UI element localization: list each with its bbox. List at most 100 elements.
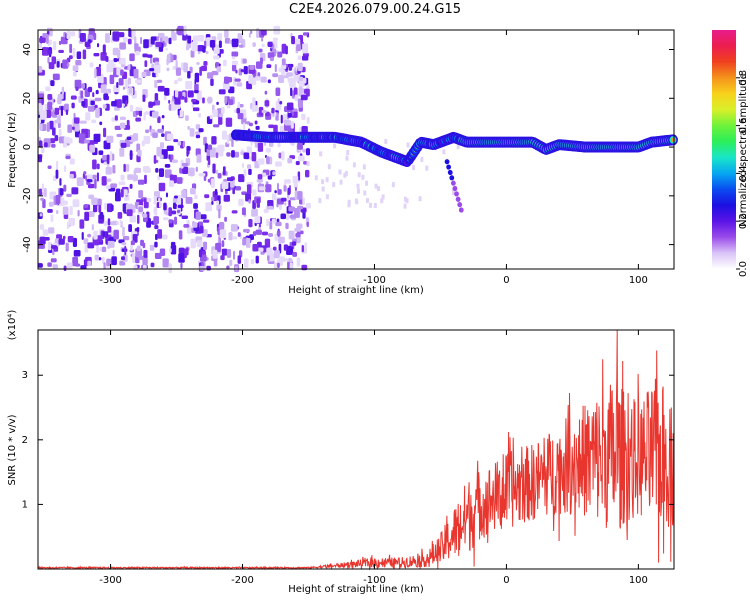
heatmap-cell bbox=[171, 29, 175, 40]
heatmap-cell bbox=[226, 134, 230, 145]
heatmap-cell bbox=[104, 232, 108, 239]
heatmap-cell bbox=[191, 98, 197, 103]
heatmap-cell bbox=[231, 38, 239, 48]
heatmap-cell bbox=[298, 76, 304, 81]
heatmap-cell bbox=[75, 60, 82, 66]
heatmap-cell bbox=[234, 78, 241, 82]
heatmap-cell bbox=[136, 226, 140, 233]
heatmap-cell bbox=[71, 187, 79, 195]
heatmap-cell bbox=[177, 25, 184, 36]
heatmap-cell bbox=[73, 249, 81, 257]
heatmap-cell bbox=[50, 214, 54, 223]
heatmap-cell bbox=[91, 197, 98, 205]
heatmap-cell bbox=[321, 179, 325, 185]
heatmap-cell bbox=[169, 248, 172, 253]
heatmap-cell bbox=[298, 155, 305, 162]
heatmap-cell bbox=[101, 256, 105, 264]
heatmap-cell bbox=[274, 63, 277, 73]
heatmap-cell bbox=[277, 51, 283, 58]
heatmap-cell bbox=[204, 194, 210, 199]
heatmap-cell bbox=[211, 200, 214, 205]
heatmap-cell bbox=[122, 37, 128, 43]
heatmap-cell bbox=[116, 221, 119, 226]
heatmap-cell bbox=[298, 86, 303, 97]
heatmap-cell bbox=[406, 142, 410, 148]
heatmap-cell bbox=[186, 146, 191, 151]
heatmap-cell bbox=[381, 194, 385, 200]
heatmap-cell bbox=[224, 37, 230, 44]
snr-frame bbox=[37, 329, 675, 570]
heatmap-cell bbox=[243, 122, 246, 132]
heatmap-cell bbox=[84, 244, 89, 253]
heatmap-cell bbox=[46, 30, 50, 35]
heatmap-cell bbox=[125, 100, 128, 107]
heatmap-cell bbox=[269, 220, 273, 230]
heatmap-cell bbox=[177, 204, 184, 209]
heatmap-cell bbox=[146, 54, 153, 58]
colorbar-tick-label: 0.4 bbox=[738, 165, 749, 181]
heatmap-cell bbox=[137, 214, 140, 224]
heatmap-cell bbox=[194, 194, 198, 200]
heatmap-cell bbox=[261, 43, 265, 48]
heatmap-cell bbox=[216, 200, 220, 206]
heatmap-cell bbox=[160, 142, 165, 149]
heatmap-cell bbox=[93, 53, 100, 57]
heatmap-cell bbox=[71, 126, 75, 130]
heatmap-cell bbox=[198, 173, 206, 177]
heatmap-cell bbox=[84, 203, 89, 208]
heatmap-cell bbox=[241, 162, 245, 168]
heatmap-cell bbox=[238, 174, 245, 183]
heatmap-cell bbox=[365, 197, 369, 203]
heatmap-cell bbox=[38, 140, 43, 148]
heatmap-cell bbox=[356, 183, 360, 189]
heatmap-cell bbox=[246, 164, 252, 169]
heatmap-cell bbox=[254, 215, 261, 224]
heatmap-cell bbox=[135, 107, 143, 111]
heatmap-cell bbox=[223, 179, 228, 183]
heatmap-cell bbox=[297, 171, 301, 181]
heatmap-cell bbox=[184, 115, 189, 121]
heatmap-cell bbox=[287, 187, 291, 196]
heatmap-cell bbox=[65, 109, 69, 115]
heatmap-cell bbox=[194, 90, 199, 94]
heatmap-cell bbox=[214, 188, 218, 196]
heatmap-cell bbox=[119, 260, 124, 266]
heatmap-cell bbox=[81, 232, 84, 240]
heatmap-cell bbox=[138, 206, 143, 213]
heatmap-cell bbox=[49, 138, 56, 144]
heatmap-cell bbox=[281, 43, 287, 54]
heatmap-cell bbox=[156, 146, 162, 157]
heatmap-cell bbox=[363, 190, 367, 196]
heatmap-cell bbox=[231, 138, 234, 147]
heatmap-cell bbox=[285, 72, 293, 77]
heatmap-cell bbox=[52, 73, 60, 81]
heatmap-cell bbox=[76, 51, 82, 60]
heatmap-cell bbox=[224, 216, 227, 222]
heatmap-cell bbox=[292, 175, 299, 184]
heatmap-cell bbox=[273, 37, 279, 41]
heatmap-cell bbox=[158, 168, 165, 177]
heatmap-cell bbox=[140, 37, 143, 45]
heatmap-cell bbox=[136, 245, 141, 252]
heatmap-cell bbox=[212, 249, 218, 259]
heatmap-cell bbox=[251, 105, 258, 112]
heatmap-cell bbox=[187, 126, 191, 130]
heatmap-cell bbox=[195, 131, 201, 135]
heatmap-cell bbox=[209, 114, 213, 120]
heatmap-cell bbox=[119, 219, 122, 226]
heatmap-cell bbox=[202, 45, 206, 53]
heatmap-cell bbox=[217, 144, 225, 152]
heatmap-cell bbox=[96, 198, 102, 206]
heatmap-cell bbox=[90, 100, 95, 106]
heatmap-cell bbox=[212, 109, 218, 118]
heatmap-cell bbox=[223, 76, 230, 84]
heatmap-cell bbox=[46, 122, 50, 132]
ridge-cell bbox=[446, 164, 452, 170]
snr-x-label: Height of straight line (km) bbox=[288, 584, 424, 595]
heatmap-cell bbox=[211, 136, 217, 145]
heatmap-cell bbox=[42, 229, 49, 236]
heatmap-cell bbox=[284, 202, 287, 206]
heatmap-cell bbox=[58, 238, 65, 245]
heatmap-cell bbox=[161, 234, 168, 240]
